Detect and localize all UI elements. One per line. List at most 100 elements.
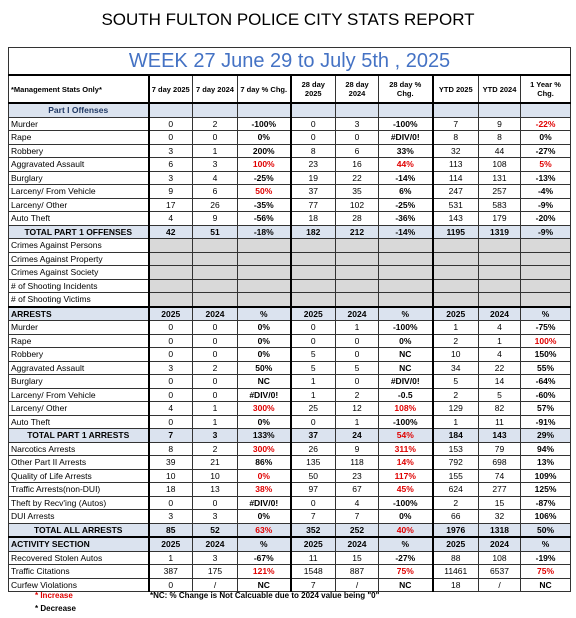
cell: -100% xyxy=(378,320,434,335)
cell: 200% xyxy=(237,143,292,158)
row-label: Crimes Against Society xyxy=(8,265,150,280)
cell: 2 xyxy=(432,495,479,510)
row-label: Auto Theft xyxy=(8,414,150,429)
cell: 4 xyxy=(478,320,521,335)
data-row: Aggravated Assault 3 2 50% 5 5 NC 34 22 55% xyxy=(8,360,572,375)
cell: -25% xyxy=(378,197,434,212)
empty-cell xyxy=(237,251,292,266)
cell: 0 xyxy=(335,130,379,145)
row-label: TOTAL ALL ARRESTS xyxy=(8,522,150,538)
cell: 18 xyxy=(148,482,193,497)
legend-decrease: * Decrease xyxy=(35,604,76,613)
cell: 108 xyxy=(478,157,521,172)
cell: 184 xyxy=(432,428,479,443)
empty-cell xyxy=(478,278,521,293)
cell: 133% xyxy=(237,428,292,443)
empty-cell xyxy=(478,251,521,266)
cell: 106% xyxy=(519,509,572,524)
cell: 51 xyxy=(192,224,238,239)
empty-cell xyxy=(378,238,434,253)
cell: 0% xyxy=(237,347,292,362)
row-label: DUI Arrests xyxy=(8,509,150,524)
cell: 23 xyxy=(335,468,379,483)
cell: 7 xyxy=(148,428,193,443)
cell: 583 xyxy=(478,197,521,212)
row-label: Auto Theft xyxy=(8,211,150,226)
cell: 1 xyxy=(290,374,336,389)
cell: -100% xyxy=(378,414,434,429)
cell: 257 xyxy=(478,184,521,199)
cell: 44 xyxy=(478,143,521,158)
cell: 1 xyxy=(335,320,379,335)
cell: 7 xyxy=(432,116,479,131)
cell: NC xyxy=(237,374,292,389)
empty-cell xyxy=(335,251,379,266)
week-title: WEEK 27 June 29 to July 5th , 2025 xyxy=(7,47,572,76)
cell: 109% xyxy=(519,468,572,483)
row-label: Burglary xyxy=(8,374,150,389)
cell: 1 xyxy=(478,333,521,348)
cell: 6 xyxy=(148,157,193,172)
cell: 2 xyxy=(335,387,379,402)
data-row: Rape 0 0 0% 0 0 0% 2 1 100% xyxy=(8,333,572,348)
cell: -13% xyxy=(519,170,572,185)
row-label: TOTAL PART 1 OFFENSES xyxy=(8,224,150,239)
cell: -20% xyxy=(519,211,572,226)
cell: -56% xyxy=(237,211,292,226)
cell: % xyxy=(519,536,572,552)
cell: 0 xyxy=(335,374,379,389)
cell: 45% xyxy=(378,482,434,497)
cell: 7 day % Chg. xyxy=(237,74,292,104)
cell: 35 xyxy=(335,184,379,199)
cell: 179 xyxy=(478,211,521,226)
cell: 3 xyxy=(192,550,238,565)
cell: -36% xyxy=(378,211,434,226)
cell: 19 xyxy=(290,170,336,185)
cell: 79 xyxy=(478,441,521,456)
data-row: Crimes Against Persons xyxy=(8,238,572,253)
cell: 37 xyxy=(290,184,336,199)
data-row: Murder 0 2 -100% 0 3 -100% 7 9 -22% xyxy=(8,116,572,131)
cell: 37 xyxy=(290,428,336,443)
row-label: Burglary xyxy=(8,170,150,185)
empty-cell xyxy=(378,265,434,280)
cell: 4 xyxy=(478,347,521,362)
empty-cell xyxy=(519,238,572,253)
cell: 0 xyxy=(290,116,336,131)
cell: 4 xyxy=(192,170,238,185)
data-row: Robbery 0 0 0% 5 0 NC 10 4 150% xyxy=(8,347,572,362)
empty-cell xyxy=(335,292,379,307)
cell: 13% xyxy=(519,455,572,470)
cell: 3 xyxy=(148,360,193,375)
cell: 52 xyxy=(192,522,238,538)
cell: #DIV/0! xyxy=(237,387,292,402)
cell: 9 xyxy=(148,184,193,199)
cell: -100% xyxy=(378,495,434,510)
nc-note: *NC: % Change is Not Calcuable due to 20… xyxy=(150,591,380,600)
empty-cell xyxy=(237,238,292,253)
cell: 0 xyxy=(148,130,193,145)
cell: 0 xyxy=(192,320,238,335)
cell: 11461 xyxy=(432,564,479,579)
cell: 887 xyxy=(335,564,379,579)
cell: 182 xyxy=(290,224,336,239)
empty-cell xyxy=(237,278,292,293)
empty-cell xyxy=(290,278,336,293)
data-row: Burglary 0 0 NC 1 0 #DIV/0! 5 14 -64% xyxy=(8,374,572,389)
data-row: Auto Theft 0 1 0% 0 1 -100% 1 11 -91% xyxy=(8,414,572,429)
data-row: Larceny/ From Vehicle 9 6 50% 37 35 6% 247 257 -4… xyxy=(8,184,572,199)
row-label: # of Shooting Incidents xyxy=(8,278,150,293)
cell: 100% xyxy=(237,157,292,172)
cell: 2 xyxy=(432,333,479,348)
cell: 9 xyxy=(335,441,379,456)
cell: -87% xyxy=(519,495,572,510)
cell: 0 xyxy=(148,414,193,429)
empty-cell xyxy=(378,278,434,293)
cell: 1319 xyxy=(478,224,521,239)
cell: -27% xyxy=(378,550,434,565)
cell: 50% xyxy=(237,184,292,199)
data-row: # of Shooting Victims xyxy=(8,292,572,307)
cell: 3 xyxy=(148,170,193,185)
cell: 6 xyxy=(335,143,379,158)
